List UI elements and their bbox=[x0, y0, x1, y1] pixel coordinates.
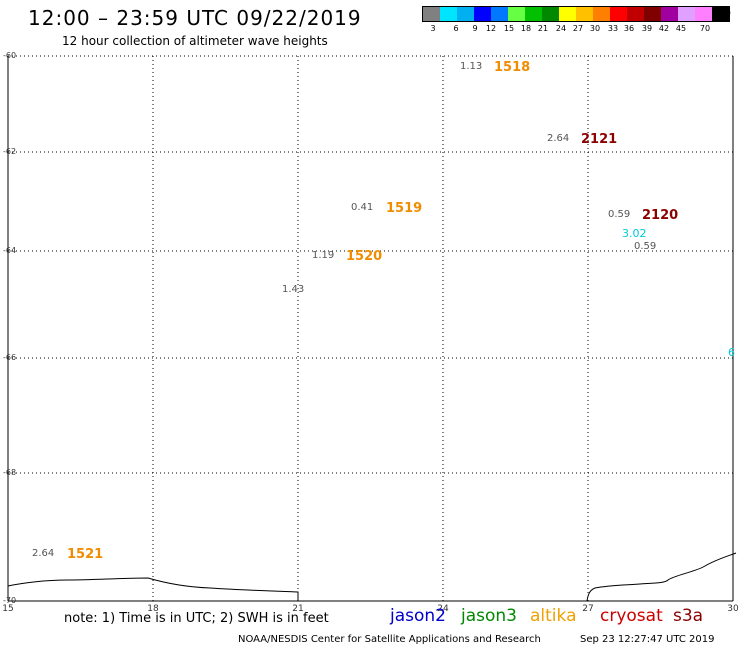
map-grid bbox=[7, 55, 734, 602]
footnote: note: 1) Time is in UTC; 2) SWH is in fe… bbox=[64, 611, 329, 626]
map-subtitle: 12 hour collection of altimeter wave hei… bbox=[62, 34, 328, 48]
longitude-label: 15 bbox=[2, 604, 14, 614]
scale-swatch bbox=[474, 7, 491, 21]
legend-s3a: s3a bbox=[673, 606, 704, 626]
scale-label: 45 bbox=[675, 24, 687, 33]
scale-swatch bbox=[695, 7, 712, 21]
map-title: 12:00 – 23:59 UTC 09/22/2019 bbox=[28, 6, 362, 30]
scale-swatch bbox=[423, 7, 440, 21]
latitude-label: -70 bbox=[3, 596, 17, 605]
scale-swatch bbox=[712, 7, 729, 21]
pass-number: 2121 bbox=[581, 132, 618, 147]
scale-swatch bbox=[508, 7, 525, 21]
scale-label: 39 bbox=[641, 24, 653, 33]
swh-value: 1.19 bbox=[312, 250, 335, 261]
scale-swatch bbox=[440, 7, 457, 21]
swh-value: 0.59 bbox=[634, 241, 657, 252]
color-scale-swatches bbox=[422, 6, 730, 22]
scale-swatch bbox=[491, 7, 508, 21]
pass-number: 1519 bbox=[386, 201, 423, 216]
swh-value: 3.02 bbox=[622, 227, 647, 240]
scale-swatch bbox=[627, 7, 644, 21]
scale-label: 42 bbox=[658, 24, 670, 33]
scale-label: 6 bbox=[453, 24, 459, 33]
scale-swatch bbox=[678, 7, 695, 21]
latitude-label: -66 bbox=[3, 353, 17, 362]
scale-swatch bbox=[542, 7, 559, 21]
edge-swh-mark: 6 bbox=[728, 346, 735, 359]
legend-jason3: jason3 bbox=[461, 606, 517, 626]
scale-label: 24 bbox=[555, 24, 567, 33]
legend-cryosat: cryosat bbox=[600, 606, 663, 626]
swh-value: 2.64 bbox=[547, 133, 570, 144]
scale-swatch bbox=[610, 7, 627, 21]
scale-label: 15 bbox=[503, 24, 515, 33]
scale-label: 36 bbox=[623, 24, 635, 33]
scale-label: 18 bbox=[520, 24, 532, 33]
scale-swatch bbox=[661, 7, 678, 21]
scale-swatch bbox=[559, 7, 576, 21]
pass-number: 1518 bbox=[494, 60, 531, 75]
scale-swatch bbox=[525, 7, 542, 21]
longitude-label: 24 bbox=[437, 604, 449, 614]
scale-label: 21 bbox=[537, 24, 549, 33]
latitude-label: -64 bbox=[3, 246, 17, 255]
credit-text: NOAA/NESDIS Center for Satellite Applica… bbox=[238, 634, 541, 645]
scale-label: 12 bbox=[485, 24, 497, 33]
swh-value: 1.13 bbox=[460, 61, 483, 72]
legend-jason2: jason2 bbox=[390, 606, 446, 626]
latitude-label: -62 bbox=[3, 147, 17, 156]
longitude-label: 21 bbox=[292, 604, 304, 614]
coastline-right bbox=[586, 552, 737, 602]
pass-number: 1520 bbox=[346, 249, 383, 264]
timestamp-text: Sep 23 12:27:47 UTC 2019 bbox=[580, 634, 715, 645]
scale-swatch bbox=[457, 7, 474, 21]
scale-label: 9 bbox=[472, 24, 478, 33]
scale-swatch bbox=[593, 7, 610, 21]
swh-value: 1.43 bbox=[282, 284, 305, 295]
scale-label: 27 bbox=[572, 24, 584, 33]
swh-value: 2.64 bbox=[32, 548, 55, 559]
pass-number: 1521 bbox=[67, 547, 104, 562]
color-scale-unit: (ft) bbox=[719, 8, 732, 17]
scale-label: 70 bbox=[699, 24, 711, 33]
swh-value: 0.59 bbox=[608, 209, 631, 220]
color-scale-labels: 3 6 9 12 15 18 21 24 27 30 33 36 39 42 45 70 bbox=[422, 22, 730, 34]
wave-height-color-scale: 3 6 9 12 15 18 21 24 27 30 33 36 39 42 45 70 (ft) bbox=[422, 6, 732, 34]
longitude-label: 18 bbox=[147, 604, 159, 614]
scale-label: 30 bbox=[589, 24, 601, 33]
scale-swatch bbox=[576, 7, 593, 21]
scale-label: 33 bbox=[607, 24, 619, 33]
coastline-left bbox=[7, 577, 299, 601]
latitude-label: -60 bbox=[3, 51, 17, 60]
legend-altika: altika bbox=[530, 606, 577, 626]
longitude-label: 30 bbox=[727, 604, 739, 614]
scale-swatch bbox=[644, 7, 661, 21]
latitude-label: -68 bbox=[3, 468, 17, 477]
swh-value: 0.41 bbox=[351, 202, 374, 213]
coastline bbox=[7, 552, 737, 602]
longitude-label: 27 bbox=[582, 604, 594, 614]
pass-number: 2120 bbox=[642, 208, 679, 223]
scale-label: 3 bbox=[430, 24, 436, 33]
